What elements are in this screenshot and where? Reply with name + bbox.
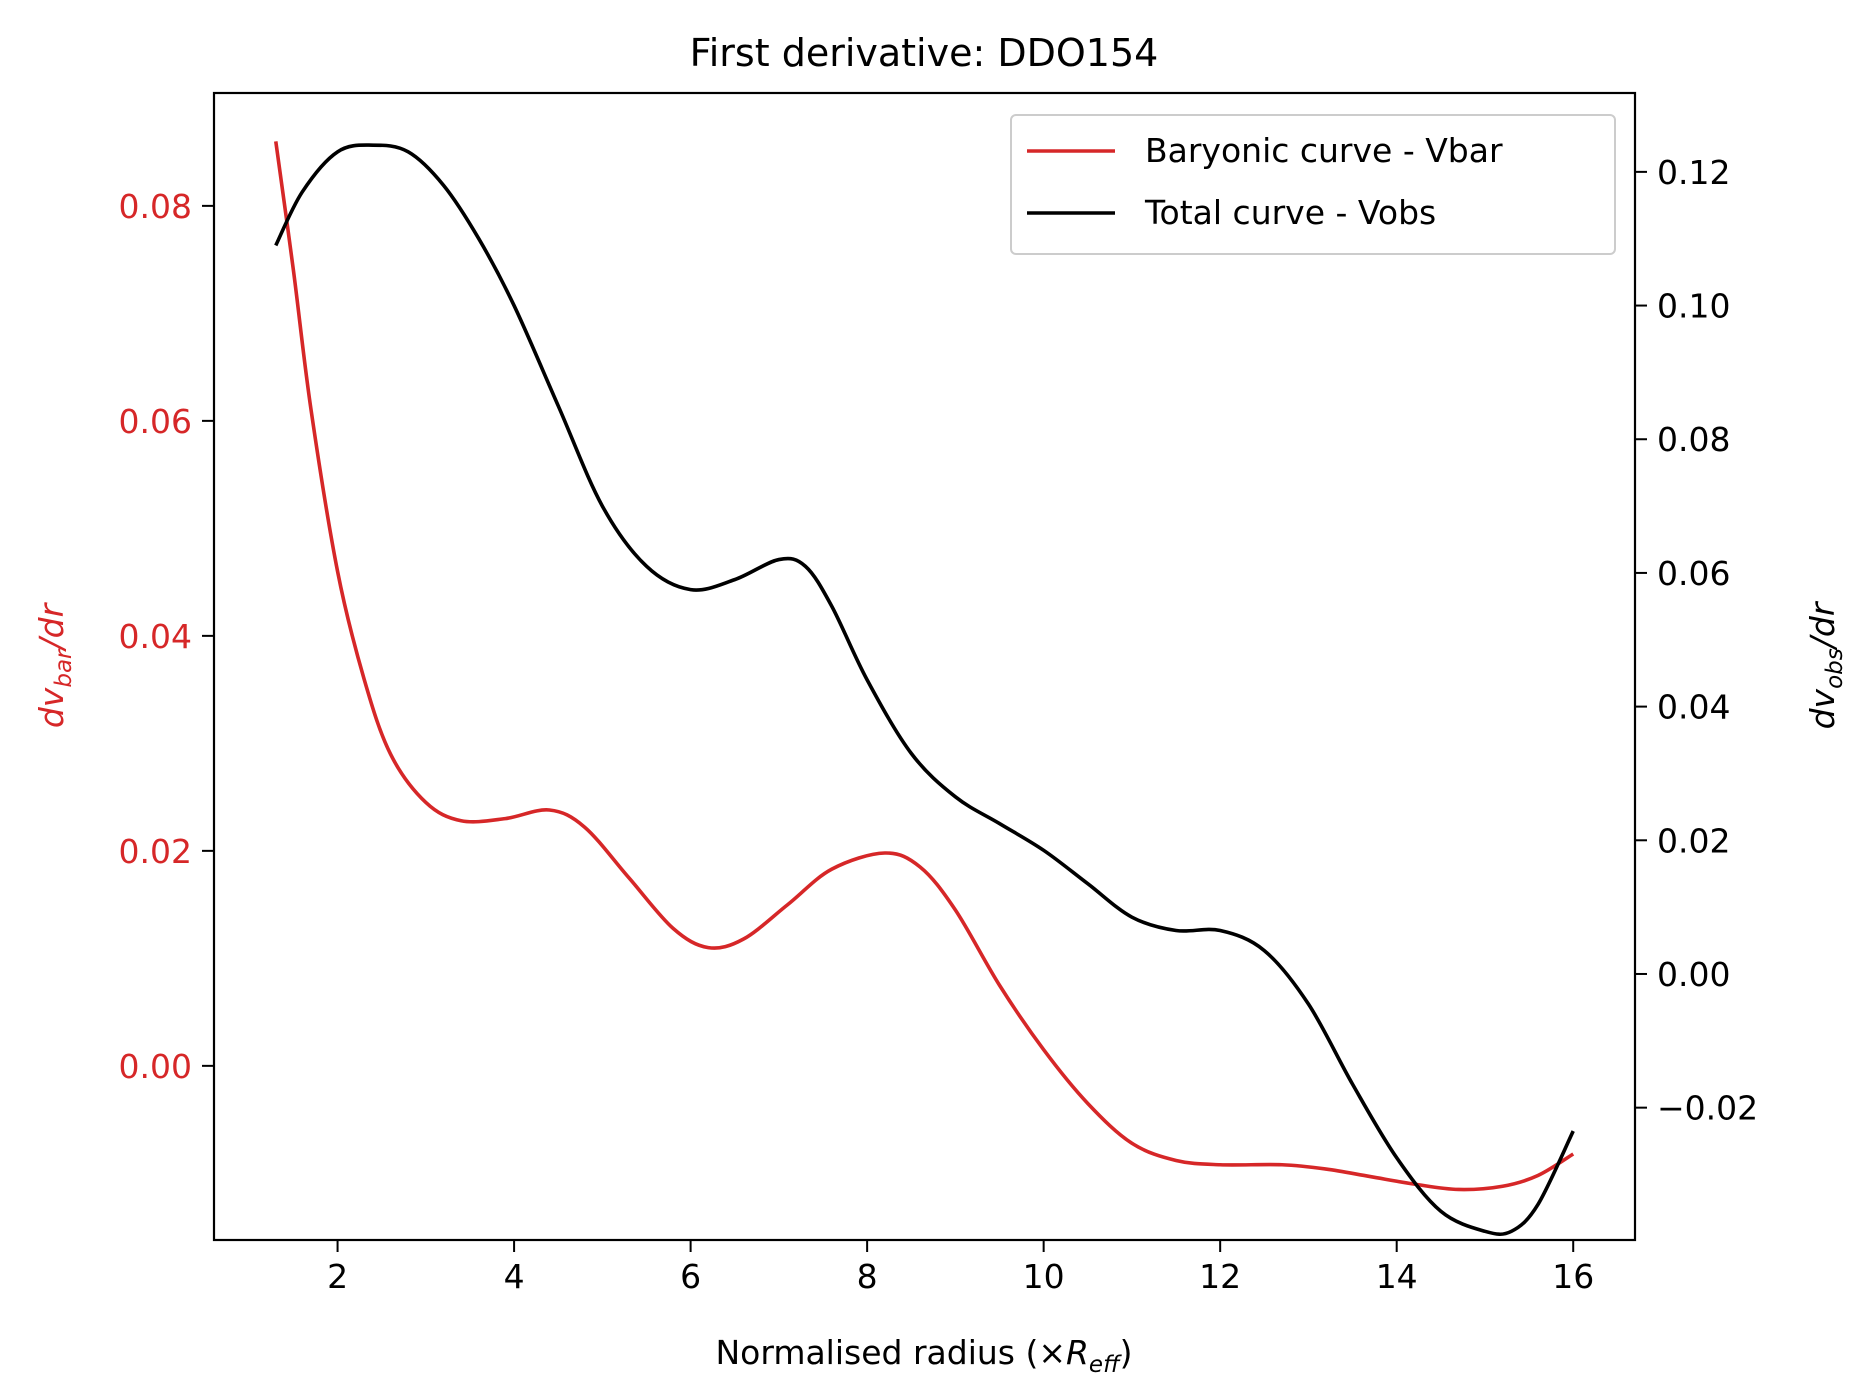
x-tick-label: 12 <box>1199 1257 1241 1296</box>
y-axis-left: 0.00 0.02 0.04 0.06 0.08 <box>119 187 214 1086</box>
y-left-tick-label: 0.02 <box>119 832 192 871</box>
x-tick-label: 4 <box>504 1257 525 1296</box>
y-right-tick-label: 0.00 <box>1657 955 1730 994</box>
y-right-tick-label: 0.06 <box>1657 554 1730 593</box>
x-tick-label: 14 <box>1376 1257 1418 1296</box>
y-right-tick-label: 0.02 <box>1657 821 1730 860</box>
series-line-vobs <box>274 143 1575 1237</box>
legend-box <box>1010 114 1616 255</box>
y-left-tick-label: 0.00 <box>119 1047 192 1086</box>
x-tick-label: 8 <box>857 1257 878 1296</box>
series-layer <box>273 141 1575 1237</box>
series-line-vbar <box>273 141 1575 1192</box>
x-axis: 2 4 6 8 10 12 14 16 <box>327 1240 1594 1296</box>
x-tick-label: 6 <box>680 1257 701 1296</box>
legend-label-vbar: Baryonic curve - Vbar <box>1145 131 1503 170</box>
x-tick-label: 2 <box>327 1257 348 1296</box>
y-right-tick-label: 0.04 <box>1657 688 1730 727</box>
chart-title: First derivative: DDO154 <box>690 31 1159 75</box>
plot-frame <box>212 91 1637 1242</box>
x-tick-label: 16 <box>1552 1257 1594 1296</box>
x-axis-label: Normalised radius (×Reff) <box>715 1333 1132 1378</box>
y-left-tick-label: 0.04 <box>119 617 192 656</box>
legend-label-vobs: Total curve - Vobs <box>1144 193 1436 232</box>
y-axis-right: −0.02 0.00 0.02 0.04 0.06 0.08 0.10 0.12 <box>1635 153 1758 1128</box>
y-left-tick-label: 0.06 <box>119 402 192 441</box>
y-left-tick-label: 0.08 <box>119 187 192 226</box>
x-tick-label: 10 <box>1023 1257 1065 1296</box>
y-right-tick-label: −0.02 <box>1657 1089 1758 1128</box>
y-axis-left-label: dvbar/dr <box>32 601 77 728</box>
y-right-tick-label: 0.08 <box>1657 420 1730 459</box>
y-right-tick-label: 0.10 <box>1657 287 1730 326</box>
y-axis-right-label: dvobs/dr <box>1803 600 1848 729</box>
y-right-tick-label: 0.12 <box>1657 153 1730 192</box>
legend: Baryonic curve - Vbar Total curve - Vobs <box>1010 114 1616 255</box>
